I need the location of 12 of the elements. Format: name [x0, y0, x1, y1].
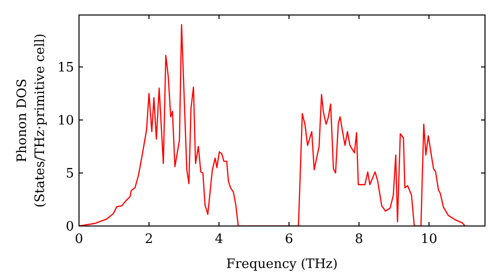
x-tick-label: 4: [214, 232, 224, 247]
x-tick-label: 6: [284, 232, 294, 247]
x-tick-label: 8: [354, 232, 364, 247]
y-axis-title: Phonon DOS (States/THz·primitive cell): [15, 33, 48, 208]
y-tick-label: 15: [57, 60, 74, 76]
y-tick-label: 5: [66, 166, 74, 182]
y-tick-label: 0: [66, 220, 74, 235]
x-tick-label: 2: [144, 232, 154, 247]
x-axis-title: Frequency (THz): [226, 257, 338, 272]
x-tick-label: 10: [420, 232, 438, 247]
line-series: [79, 24, 466, 226]
y-tick-label: 10: [57, 114, 74, 129]
